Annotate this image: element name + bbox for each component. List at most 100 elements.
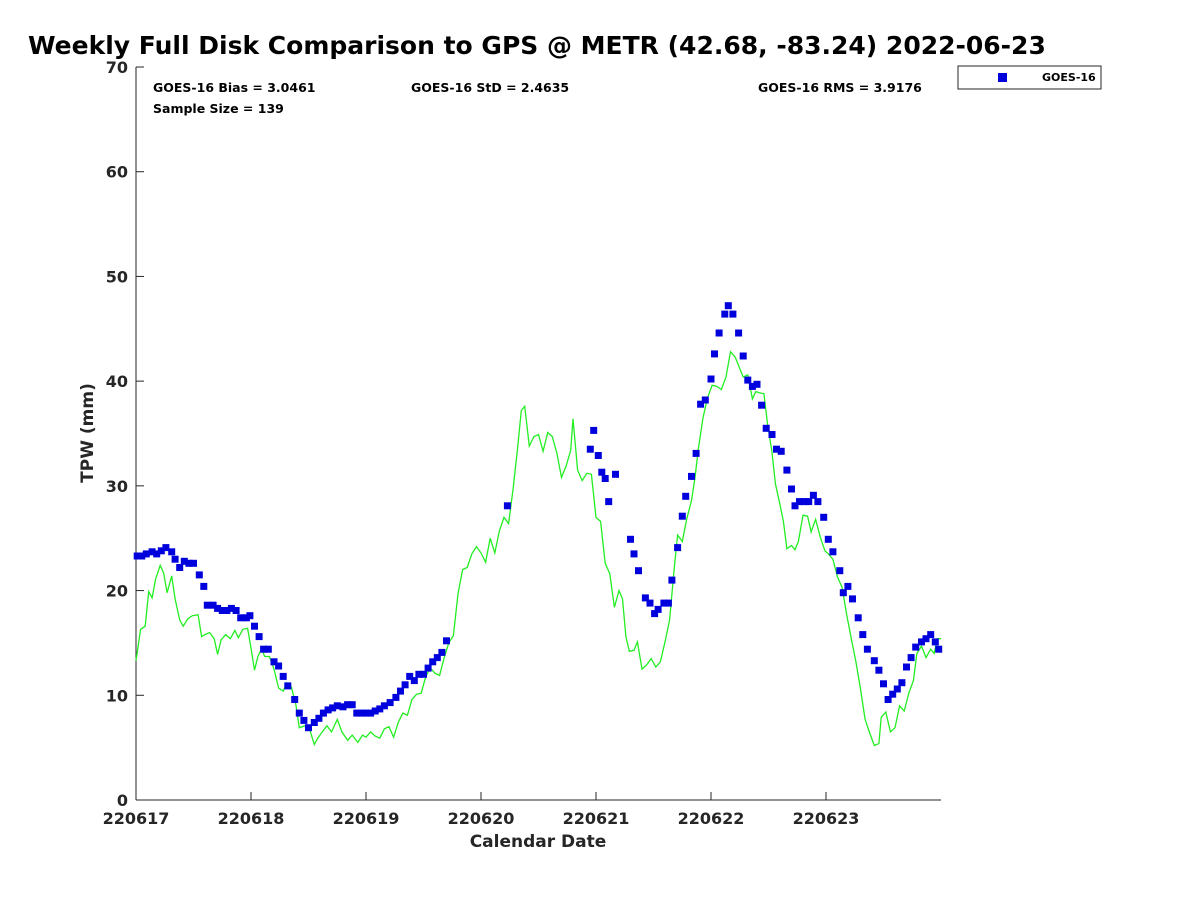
goes16-point xyxy=(927,631,935,639)
gps-tpw-line xyxy=(135,350,941,747)
goes16-point xyxy=(433,654,441,662)
goes16-point xyxy=(232,607,240,614)
goes16-point xyxy=(180,557,188,565)
goes16-point xyxy=(697,400,705,408)
goes16-point xyxy=(171,555,179,563)
goes16-point xyxy=(863,645,871,653)
goes16-point xyxy=(836,567,844,575)
goes16-point xyxy=(443,637,450,645)
y-tick-label: 30 xyxy=(106,477,128,496)
goes16-point xyxy=(660,599,668,607)
goes16-point xyxy=(627,535,634,543)
goes16-point xyxy=(805,498,813,506)
goes16-point xyxy=(227,604,235,612)
goes16-point xyxy=(753,380,761,388)
goes16-point xyxy=(844,582,852,590)
goes16-point xyxy=(788,485,795,493)
goes16-point xyxy=(701,396,709,404)
goes16-point xyxy=(839,589,847,597)
bias-stat: GOES-16 Bias = 3.0461 xyxy=(153,80,315,95)
goes16-point xyxy=(630,550,638,558)
goes16-point xyxy=(251,622,258,630)
goes16-point xyxy=(348,701,356,709)
goes16-point xyxy=(711,350,718,358)
x-tick-label: 220621 xyxy=(563,809,630,828)
goes16-point xyxy=(590,426,598,434)
goes16-point xyxy=(635,567,642,575)
goes16-point xyxy=(214,604,222,612)
goes16-point xyxy=(397,687,404,695)
goes16-point xyxy=(715,329,723,337)
goes16-point xyxy=(357,709,365,717)
goes16-point xyxy=(260,645,268,653)
goes16-point xyxy=(438,648,446,656)
goes16-point xyxy=(429,658,437,666)
goes16-point xyxy=(729,310,737,318)
legend: GOES-16 xyxy=(957,65,1102,90)
goes16-point xyxy=(762,424,770,432)
goes16-point xyxy=(814,498,822,506)
legend-label-goes16: GOES-16 xyxy=(1042,71,1096,84)
goes16-point xyxy=(783,466,791,474)
goes16-point xyxy=(503,502,511,510)
goes16-point xyxy=(612,470,619,478)
goes16-point xyxy=(200,582,208,590)
goes16-point xyxy=(744,376,752,384)
goes16-point xyxy=(707,375,715,383)
y-tick-label: 70 xyxy=(106,58,128,77)
goes16-point xyxy=(310,719,318,726)
goes16-point xyxy=(255,633,263,641)
goes16-point xyxy=(893,685,901,693)
goes16-point xyxy=(329,704,337,712)
goes16-point xyxy=(796,498,803,506)
goes16-point xyxy=(859,631,867,639)
goes16-point xyxy=(176,564,184,571)
goes16-point xyxy=(748,382,756,390)
goes16-point xyxy=(809,491,817,499)
x-axis-label: Calendar Date xyxy=(470,832,607,852)
goes16-point xyxy=(223,607,231,614)
goes16-point xyxy=(903,663,910,671)
goes16-point xyxy=(367,709,375,717)
goes16-point xyxy=(935,645,943,653)
goes16-point xyxy=(875,666,883,674)
goes16-point xyxy=(688,472,695,480)
goes16-point xyxy=(305,724,312,732)
goes16-point xyxy=(279,672,287,680)
goes16-point xyxy=(849,595,856,603)
y-tick-label: 0 xyxy=(117,791,128,810)
goes16-point xyxy=(270,658,278,666)
goes16-point xyxy=(295,709,303,717)
goes16-point xyxy=(651,610,659,618)
goes16-point xyxy=(401,681,409,689)
goes16-point xyxy=(912,643,920,651)
goes16-point xyxy=(829,548,837,556)
goes16-point xyxy=(594,452,602,459)
goes16-point xyxy=(138,552,146,560)
goes16-point xyxy=(333,702,341,710)
goes16-point xyxy=(148,548,156,556)
x-tick-label: 220622 xyxy=(678,809,745,828)
goes16-point xyxy=(185,559,193,567)
y-tick-label: 60 xyxy=(106,163,128,182)
goes16-point xyxy=(824,535,832,543)
goes16-point xyxy=(721,310,729,318)
y-tick-label: 50 xyxy=(106,267,128,286)
legend-marker-goes16 xyxy=(998,73,1007,82)
goes16-point xyxy=(800,498,808,506)
goes16-point xyxy=(420,670,427,678)
y-axis-label: TPW (mm) xyxy=(78,383,98,483)
goes16-point xyxy=(264,645,272,653)
goes16-point xyxy=(353,709,361,717)
goes16-point xyxy=(142,550,150,558)
x-tick-label: 220619 xyxy=(333,809,400,828)
goes16-point xyxy=(376,705,384,713)
goes16-point xyxy=(674,544,682,552)
sample-size-stat: Sample Size = 139 xyxy=(153,101,284,116)
goes16-point xyxy=(275,662,283,670)
goes16-point xyxy=(586,445,594,453)
x-tick-label: 220623 xyxy=(793,809,860,828)
goes16-point xyxy=(362,709,370,717)
goes16-point xyxy=(880,680,887,688)
std-stat: GOES-16 StD = 2.4635 xyxy=(411,80,569,95)
